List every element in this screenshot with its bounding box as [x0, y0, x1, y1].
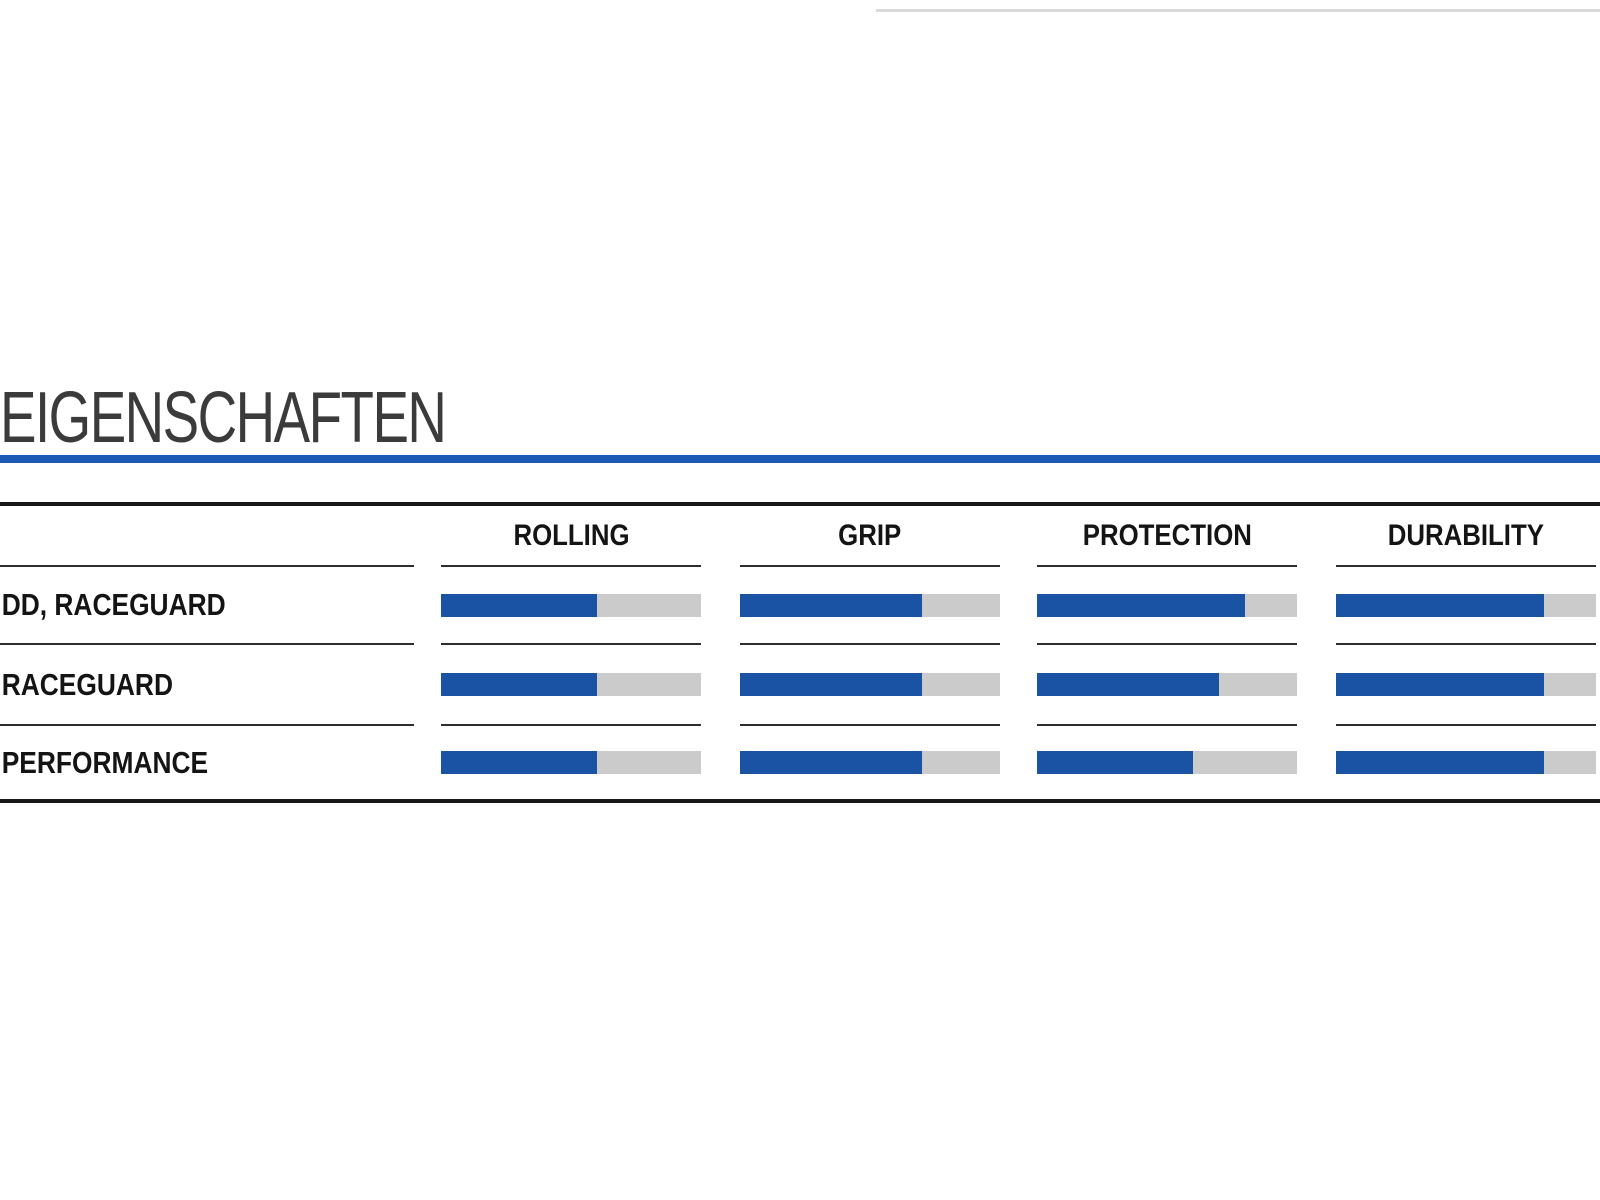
properties-table: ROLLING GRIP PROTECTION DURABILITY DD, RACEG… [0, 502, 1600, 803]
rating-bar-track [441, 751, 701, 774]
rating-bar-track [441, 673, 701, 696]
rating-bar-fill [441, 593, 597, 617]
column-header-label: PROTECTION [1082, 518, 1252, 552]
column-header-rolling: ROLLING [441, 506, 701, 567]
rating-bar-fill [740, 593, 922, 617]
title-underline-rule [0, 455, 1600, 463]
rating-bar-track [1037, 593, 1297, 617]
rating-bar-track [1037, 673, 1297, 696]
column-header-label: ROLLING [512, 518, 630, 552]
rating-bar-track [1336, 593, 1596, 617]
rating-bar-track [1336, 673, 1596, 696]
rating-bar-track [441, 593, 701, 617]
rating-cell-rolling [441, 567, 701, 645]
column-gap [701, 726, 740, 799]
column-gap [414, 726, 441, 799]
rating-bar-fill [1037, 673, 1219, 696]
rating-cell-grip [740, 567, 1000, 645]
rating-bar-fill [740, 751, 922, 774]
column-gap [414, 645, 441, 726]
column-header-protection: PROTECTION [1037, 506, 1297, 567]
rating-cell-durability [1336, 567, 1596, 645]
column-header-grip: GRIP [740, 506, 1000, 567]
rating-bar-fill [1336, 593, 1544, 617]
rating-bar-track [1037, 751, 1297, 774]
rating-cell-protection [1037, 726, 1297, 799]
column-gap [1297, 567, 1336, 645]
row-label-cell: RACEGUARD [0, 645, 414, 726]
rating-cell-grip [740, 726, 1000, 799]
rating-bar-fill [740, 673, 922, 696]
row-label: DD, RACEGUARD [1, 587, 226, 622]
column-header-durability: DURABILITY [1336, 506, 1596, 567]
rating-bar-track [740, 751, 1000, 774]
column-gap [701, 567, 740, 645]
rating-bar-fill [1336, 673, 1544, 696]
rating-bar-fill [1336, 751, 1544, 774]
rating-cell-protection [1037, 567, 1297, 645]
rating-bar-fill [1037, 593, 1245, 617]
rating-cell-durability [1336, 645, 1596, 726]
row-label-cell: DD, RACEGUARD [0, 567, 414, 645]
row-label: PERFORMANCE [1, 744, 209, 780]
rating-bar-track [1336, 751, 1596, 774]
column-header-label: GRIP [838, 518, 902, 552]
top-divider-line [876, 9, 1600, 12]
column-gap [414, 567, 441, 645]
column-gap [1297, 506, 1336, 567]
header-label-column-spacer [0, 506, 414, 567]
column-gap [1000, 726, 1037, 799]
rating-bar-fill [1037, 751, 1193, 774]
column-gap [1297, 726, 1336, 799]
rating-bar-track [740, 673, 1000, 696]
rating-cell-rolling [441, 645, 701, 726]
column-gap [701, 506, 740, 567]
column-gap [1297, 645, 1336, 726]
column-gap [1000, 506, 1037, 567]
rating-cell-protection [1037, 645, 1297, 726]
rating-bar-track [740, 593, 1000, 617]
rating-cell-grip [740, 645, 1000, 726]
column-gap [1000, 645, 1037, 726]
rating-cell-rolling [441, 726, 701, 799]
column-gap [701, 645, 740, 726]
rating-cell-durability [1336, 726, 1596, 799]
page-title: EIGENSCHAFTEN [0, 378, 447, 458]
row-label-cell: PERFORMANCE [0, 726, 414, 799]
rating-bar-fill [441, 751, 597, 774]
rating-bar-fill [441, 673, 597, 696]
column-header-label: DURABILITY [1387, 518, 1545, 552]
row-label: RACEGUARD [1, 666, 173, 702]
column-gap [1000, 567, 1037, 645]
column-gap [414, 506, 441, 567]
